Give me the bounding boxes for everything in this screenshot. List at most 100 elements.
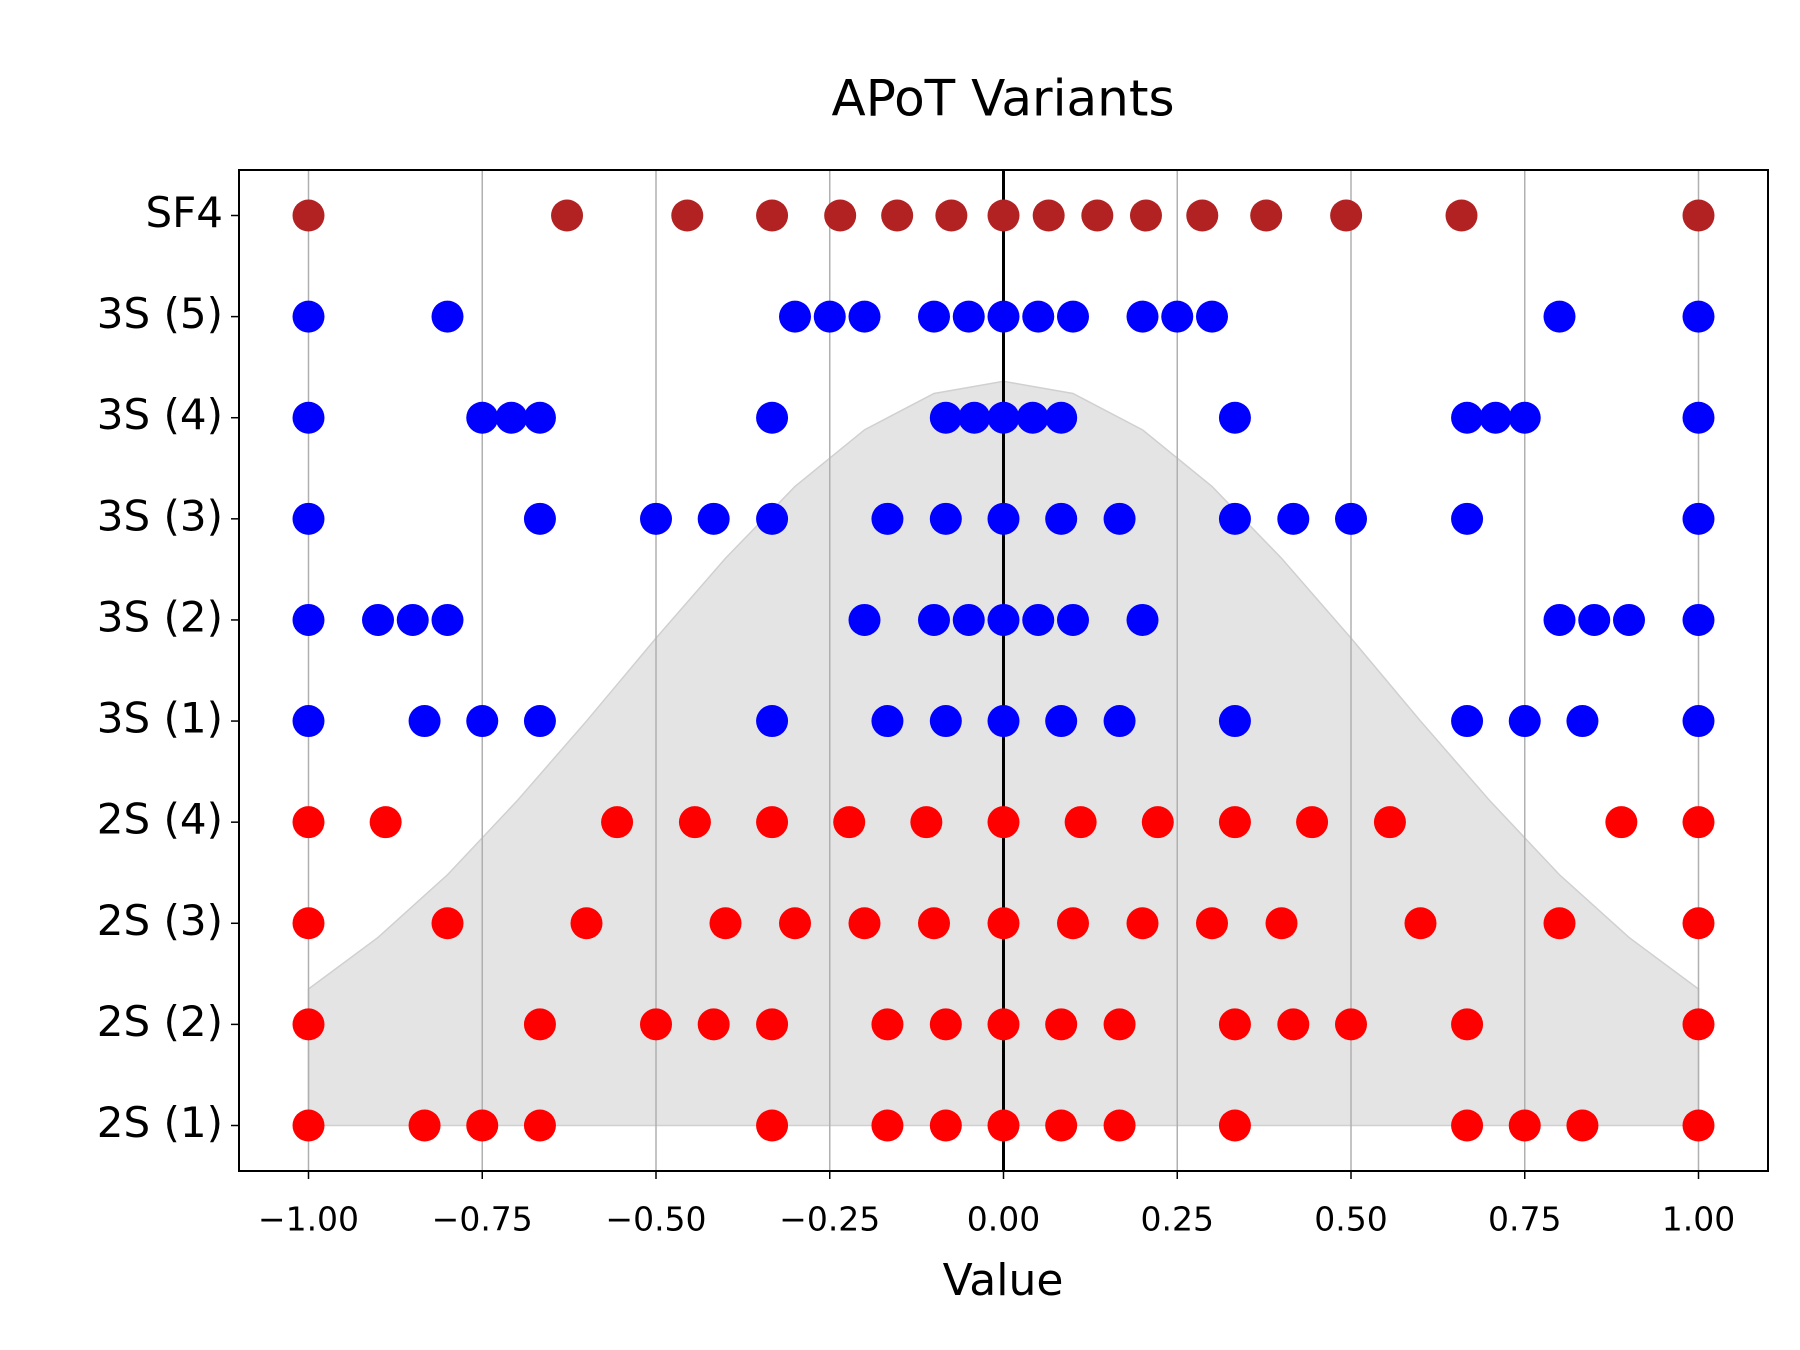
dot	[292, 907, 325, 940]
dot	[523, 705, 556, 738]
plot-frame	[238, 169, 1769, 1172]
dot	[848, 907, 881, 940]
dot	[1682, 1008, 1715, 1041]
dot	[756, 705, 789, 738]
dot	[431, 603, 464, 636]
x-tick-label: 0.50	[1314, 1200, 1387, 1239]
dot	[1479, 401, 1512, 434]
dot	[1032, 199, 1065, 232]
dot	[1373, 806, 1406, 839]
dot	[1126, 907, 1159, 940]
dot	[431, 907, 464, 940]
dot	[601, 806, 634, 839]
dot	[1451, 1008, 1484, 1041]
dot	[292, 603, 325, 636]
dot	[292, 199, 325, 232]
dot	[466, 705, 499, 738]
dot	[292, 502, 325, 535]
dot	[1682, 300, 1715, 333]
dot	[709, 907, 742, 940]
dot	[1543, 603, 1576, 636]
y-tick-label: 2S (3)	[97, 896, 223, 945]
dot	[466, 401, 499, 434]
dot	[1508, 705, 1541, 738]
dot	[871, 705, 904, 738]
dot	[1508, 401, 1541, 434]
dot	[1218, 1008, 1251, 1041]
y-tick-label: 3S (2)	[97, 592, 223, 641]
dot	[523, 1109, 556, 1142]
x-tick-label: 0.25	[1141, 1200, 1214, 1239]
dot	[779, 907, 811, 940]
dot	[408, 1109, 441, 1142]
dot	[1682, 806, 1715, 839]
dot	[833, 806, 866, 839]
dot	[1682, 199, 1715, 232]
dot	[523, 502, 556, 535]
dot	[1682, 401, 1715, 434]
dot	[640, 502, 672, 535]
dot	[1613, 603, 1645, 636]
dot	[756, 401, 789, 434]
x-tick-label: −0.75	[432, 1200, 533, 1239]
y-tick-label: 3S (5)	[97, 289, 223, 338]
dot	[431, 300, 464, 333]
dot	[1578, 603, 1611, 636]
dot	[1543, 907, 1576, 940]
dot	[779, 300, 811, 333]
dot	[918, 907, 950, 940]
y-tick-label: 3S (1)	[97, 694, 223, 743]
dot	[1022, 300, 1055, 333]
dot	[1451, 502, 1484, 535]
dot	[1335, 1008, 1367, 1041]
y-tick-label: 3S (4)	[97, 390, 223, 439]
dot	[871, 502, 904, 535]
dot	[848, 300, 881, 333]
dot	[1103, 705, 1136, 738]
dot	[958, 401, 991, 434]
dot	[697, 1008, 730, 1041]
y-tick-label: 3S (3)	[97, 491, 223, 540]
y-tick-label: 2S (2)	[97, 997, 223, 1046]
y-tick-label: 2S (1)	[97, 1098, 223, 1147]
dot	[1045, 502, 1078, 535]
dot	[292, 300, 325, 333]
dot	[1141, 806, 1174, 839]
dot	[987, 401, 1020, 434]
x-tick-label: −0.25	[779, 1200, 880, 1239]
dot	[1126, 603, 1159, 636]
dot	[935, 199, 968, 232]
dot	[1081, 199, 1114, 232]
dot	[292, 806, 325, 839]
dot	[848, 603, 881, 636]
dot	[929, 1008, 962, 1041]
dot	[1045, 1008, 1078, 1041]
chart-title: APoT Variants	[832, 70, 1175, 128]
dot	[1265, 907, 1298, 940]
dot	[987, 199, 1020, 232]
dot	[1682, 603, 1715, 636]
dot	[369, 806, 402, 839]
dot	[1057, 603, 1089, 636]
dot	[1045, 401, 1078, 434]
dot	[1103, 1109, 1136, 1142]
dot	[292, 705, 325, 738]
dot	[813, 300, 846, 333]
dot	[292, 1109, 325, 1142]
dot	[987, 907, 1020, 940]
dot	[1218, 705, 1251, 738]
dot	[1508, 1109, 1541, 1142]
dot	[756, 1109, 789, 1142]
dot	[1335, 502, 1367, 535]
dot	[1186, 199, 1219, 232]
dot	[1682, 1109, 1715, 1142]
x-tick-label: −0.50	[605, 1200, 706, 1239]
x-tick-label: −1.00	[258, 1200, 359, 1239]
dot	[1057, 907, 1089, 940]
dot	[987, 806, 1020, 839]
dot	[1064, 806, 1097, 839]
x-tick-label: 0.00	[967, 1200, 1040, 1239]
dot	[929, 401, 962, 434]
dot	[952, 300, 985, 333]
dot	[1277, 502, 1310, 535]
